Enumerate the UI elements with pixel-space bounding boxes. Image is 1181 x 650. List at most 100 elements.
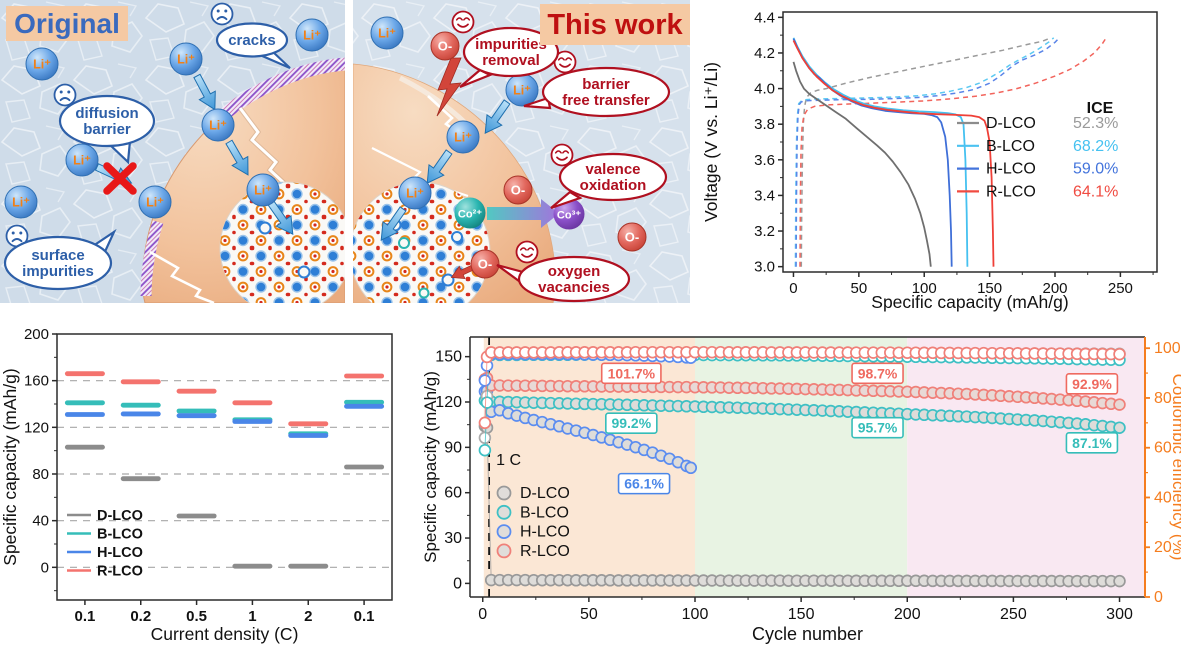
- dash-D-LCO: [64, 444, 105, 450]
- impurities-removal-label: removal: [482, 52, 540, 69]
- voltage-chart-svg: 0 50 100 150 200 250 3.0 3.2 3.4 3.6 3.8 4.0 4.2 4.4 S…: [701, 9, 1158, 312]
- speech-bubbles-right: impurities removal barrier free transfer v…: [459, 26, 671, 303]
- legend-marker: [496, 504, 512, 520]
- dash-B-LCO: [176, 408, 217, 414]
- o-ion-group: O- O- O- O-: [430, 31, 647, 279]
- x-tick-label: 200: [1042, 280, 1067, 297]
- series-B-LCO: [478, 394, 1126, 434]
- plot-series: [478, 345, 1126, 588]
- series-R-LCO discharge: [792, 40, 995, 267]
- retention-box: [605, 412, 658, 434]
- y2-tick-label: 40: [1154, 489, 1172, 506]
- o-ion-sphere: O-: [503, 175, 533, 205]
- crack-line: [149, 250, 215, 303]
- legend-marker: [496, 524, 512, 540]
- original-title: Original: [14, 8, 120, 39]
- legend: D-LCO B-LCO H-LCO R-LCO: [67, 508, 143, 580]
- series-B-LCO discharge: [792, 37, 969, 267]
- x-tick-label: 50: [580, 606, 598, 623]
- x-tick-label: 100: [912, 280, 937, 297]
- legend: ICE D-LCO 52.3% B-LCO 68.2% H-LCO 59.0% R-LCO 64…: [957, 100, 1118, 200]
- y-tick-label: 3.2: [754, 223, 775, 240]
- li-ion-label: Li⁺: [146, 196, 164, 210]
- happy-face-icon: [550, 143, 574, 167]
- happy-face-icon: [451, 10, 475, 34]
- legend-value: 59.0%: [1073, 161, 1118, 178]
- dash-B-LCO: [120, 402, 161, 408]
- y-tick-label: 60: [444, 485, 462, 502]
- o-ion-label: O-: [625, 230, 639, 245]
- x-tick-label: 1: [248, 608, 256, 625]
- li-ion-label: Li⁺: [406, 187, 424, 201]
- series-H-LCO discharge: [792, 38, 953, 267]
- retention-label: 66.1%: [624, 476, 664, 492]
- dash-H-LCO: [344, 403, 385, 409]
- retention-box: [617, 472, 671, 495]
- y-tick-label: 40: [32, 513, 49, 530]
- cycling-chart-svg: 1 C 0 50 100 150 200 250 300 0 30 60 90 120 150 0 20 40 6…: [421, 336, 1181, 644]
- oxygen-vacancies-label: vacancies: [538, 279, 610, 296]
- li-ion-sphere: Li⁺: [201, 108, 235, 142]
- y-tick-label: 150: [435, 349, 462, 366]
- dash-D-LCO: [344, 464, 385, 470]
- li-vacancy-icon: [451, 231, 463, 243]
- rate-chart-svg: 0.1 0.2 0.5 1 2 0.1 0 40 80 120 160 200 Current dens…: [0, 326, 393, 644]
- retention-label: 99.2%: [611, 415, 651, 431]
- li-ion-sphere: Li⁺: [65, 143, 99, 177]
- y-tick-label: 120: [435, 394, 462, 411]
- dash-D-LCO: [288, 563, 329, 569]
- li-ion-sphere: Li⁺: [398, 176, 432, 210]
- x-axis-title: Current density (C): [151, 624, 299, 644]
- x-tick-label: 300: [1106, 606, 1133, 623]
- legend-header: ICE: [1087, 100, 1114, 117]
- surface-impurity-layer: [140, 220, 164, 297]
- co3-ion-label: Co³⁺: [557, 210, 581, 222]
- valence-oxidation-label: oxidation: [580, 177, 647, 194]
- surface-impurities-label: impurities: [22, 263, 94, 280]
- y-tick-label: 120: [24, 419, 49, 436]
- legend-label: B-LCO: [986, 138, 1035, 155]
- dash-R-LCO: [120, 379, 161, 385]
- li-ion-label: Li⁺: [513, 84, 531, 98]
- rate-annotation: 1 C: [496, 452, 521, 469]
- series-D-LCO discharge: [792, 61, 932, 267]
- lightning-bolt-icon: [436, 57, 462, 117]
- dash-R-LCO: [64, 371, 105, 377]
- series-R-LCO charge: [799, 35, 1108, 267]
- o-ion-label: O-: [478, 257, 492, 272]
- y-tick-label: 3.8: [754, 116, 775, 133]
- retention-box: [851, 362, 904, 385]
- cracks-label: cracks: [228, 32, 276, 49]
- y-tick-label: 4.2: [754, 45, 775, 62]
- dash-R-LCO: [176, 388, 217, 394]
- li-ion-label: Li⁺: [12, 196, 30, 210]
- y-tick-label: 4.0: [754, 81, 775, 98]
- li-ion-sphere: Li⁺: [370, 16, 404, 50]
- x-axis-title: Cycle number: [752, 624, 863, 644]
- valence-oxidation-bubble: [558, 152, 668, 202]
- legend-label: R-LCO: [97, 564, 143, 580]
- dash-R-LCO: [344, 373, 385, 379]
- li-ion-sphere: Li⁺: [295, 18, 329, 52]
- legend-label: D-LCO: [986, 115, 1036, 132]
- li-ion-group: Li⁺ Li⁺ Li⁺ Li⁺ Li⁺ Li⁺ Li⁺ Li⁺ Li⁺ Li⁺ Li⁺ Li⁺: [4, 16, 539, 219]
- x-tick-label: 150: [977, 280, 1002, 297]
- li-ion-label: Li⁺: [33, 58, 51, 72]
- legend-label: B-LCO: [520, 504, 569, 521]
- y-tick-label: 90: [444, 439, 462, 456]
- sad-face-icon: [53, 83, 77, 107]
- retention-label: 98.7%: [858, 365, 898, 381]
- dash-D-LCO: [176, 513, 217, 519]
- legend-value: 64.1%: [1073, 183, 1118, 200]
- y-axis-title: Specific capacity (mAh/g): [0, 368, 20, 565]
- legend-label: D-LCO: [520, 485, 570, 502]
- series-D-LCO charge: [800, 37, 1052, 267]
- y-tick-label: 4.4: [754, 9, 775, 26]
- original-title-bg: [6, 6, 128, 41]
- x-tick-label: 0.5: [186, 608, 207, 625]
- x-tick-label: 0.1: [354, 608, 375, 625]
- legend-label: R-LCO: [520, 543, 570, 560]
